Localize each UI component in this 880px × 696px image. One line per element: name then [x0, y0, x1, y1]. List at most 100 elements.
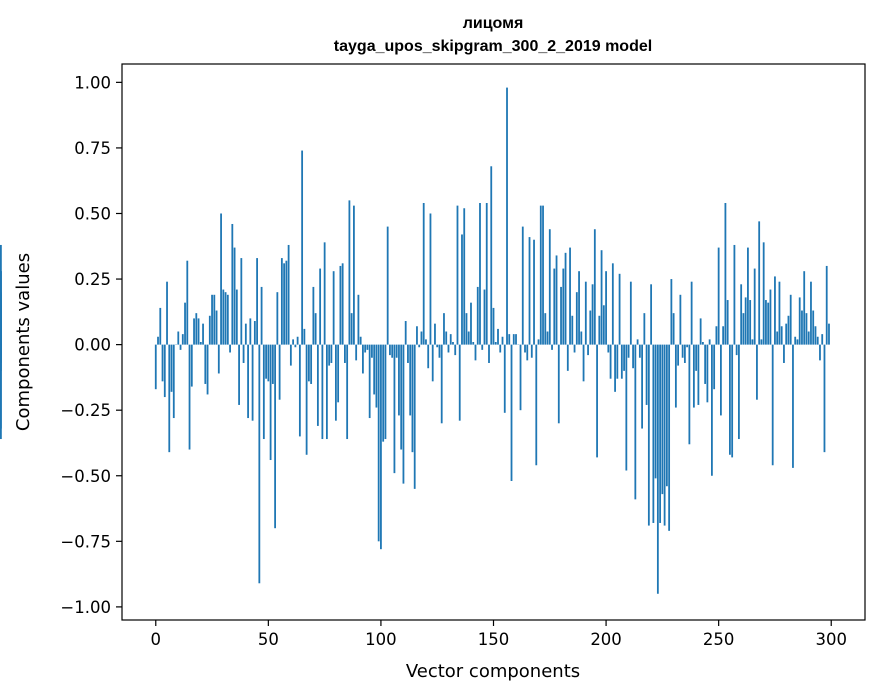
bar: [512, 334, 515, 345]
bar: [161, 344, 164, 382]
bar: [796, 339, 799, 345]
bar: [683, 344, 686, 363]
bar: [724, 203, 727, 345]
y-tick-label: −0.25: [60, 401, 111, 420]
bar: [389, 344, 391, 356]
bar: [647, 344, 650, 526]
bar: [789, 294, 792, 345]
bar: [305, 344, 308, 455]
bar: [697, 344, 700, 405]
bar: [801, 310, 803, 345]
bar: [519, 344, 522, 411]
bar: [814, 326, 817, 345]
bar: [729, 344, 731, 455]
bar: [262, 344, 265, 440]
bar: [780, 326, 783, 345]
bar: [602, 305, 605, 345]
bar: [742, 313, 745, 345]
bar: [418, 344, 421, 348]
x-tick-label: 200: [590, 630, 622, 649]
bar: [634, 344, 637, 500]
bar: [404, 321, 407, 345]
bar: [330, 344, 333, 363]
bar: [434, 323, 436, 345]
bar: [470, 302, 472, 345]
bar: [607, 344, 610, 353]
bar: [179, 344, 182, 350]
bar: [188, 344, 191, 450]
bar: [767, 302, 770, 345]
bar: [265, 344, 267, 379]
bar: [722, 326, 725, 345]
bar: [677, 344, 680, 366]
y-tick-label: 0.50: [74, 204, 111, 223]
bar: [177, 331, 180, 345]
bar: [337, 344, 340, 403]
bar: [411, 344, 414, 453]
bar: [641, 344, 643, 429]
bar: [267, 344, 270, 382]
bar: [598, 315, 601, 345]
bar: [208, 315, 211, 345]
bar: [551, 344, 553, 350]
bar: [391, 344, 394, 358]
bar: [508, 334, 511, 345]
bar: [699, 318, 702, 345]
bar: [776, 331, 779, 345]
bar: [190, 344, 193, 387]
bar: [206, 344, 209, 395]
bar: [199, 342, 202, 345]
bar: [244, 323, 247, 345]
bar: [479, 203, 481, 345]
bar: [569, 247, 571, 345]
bar: [346, 344, 349, 440]
bar: [461, 234, 463, 345]
bar: [481, 344, 484, 350]
bar: [593, 229, 596, 345]
bar: [625, 344, 628, 471]
bar: [382, 344, 385, 442]
bar: [386, 226, 389, 345]
bar: [296, 336, 299, 345]
bar: [695, 344, 698, 371]
bar: [186, 260, 189, 345]
bar: [668, 344, 671, 531]
bar: [224, 292, 227, 345]
bar: [217, 344, 220, 374]
bar: [672, 313, 675, 345]
bar: [159, 307, 162, 345]
y-tick-label: 1.00: [74, 73, 111, 92]
bar: [533, 239, 535, 345]
bar: [380, 344, 382, 550]
bar: [157, 336, 159, 345]
bar: [298, 344, 301, 437]
bar: [427, 344, 430, 369]
bar: [463, 208, 466, 345]
bar: [524, 344, 526, 353]
bar: [204, 344, 207, 384]
bar: [591, 284, 594, 345]
bar: [614, 344, 616, 392]
bar: [316, 344, 319, 426]
bar: [688, 344, 691, 445]
bar: [269, 344, 272, 461]
bar: [280, 258, 283, 345]
bar: [521, 226, 524, 345]
bar: [332, 271, 335, 345]
bar: [402, 344, 405, 484]
bar: [765, 300, 767, 345]
y-axis-ticks: −1.00 −0.75 −0.50 −0.25 0.00 0.25 0.50 0.75 1.00: [60, 73, 122, 617]
bar: [193, 318, 195, 345]
chart-title-line-1: лицомя: [463, 15, 524, 32]
bar: [449, 334, 452, 345]
bar: [825, 265, 828, 345]
bar: [334, 344, 337, 421]
bar: [611, 263, 614, 345]
bar: [226, 294, 229, 345]
bar: [663, 344, 666, 526]
bar: [717, 247, 720, 345]
bar: [0, 344, 2, 440]
y-tick-label: 0.00: [74, 336, 111, 355]
bar: [740, 284, 743, 345]
bar: [256, 258, 258, 345]
